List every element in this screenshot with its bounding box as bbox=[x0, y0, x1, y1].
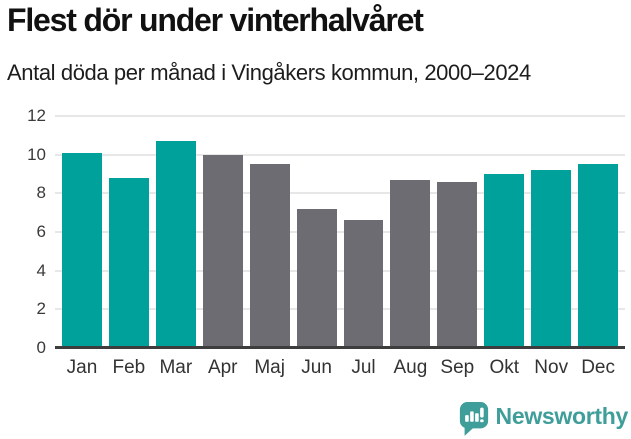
gridline-12 bbox=[55, 115, 625, 117]
bar-nov bbox=[531, 170, 572, 348]
gridline-8 bbox=[55, 192, 625, 195]
x-label-dec: Dec bbox=[581, 357, 615, 378]
bar-jan bbox=[62, 152, 102, 348]
x-label-sep: Sep bbox=[440, 357, 475, 378]
bar-aug bbox=[390, 179, 431, 348]
x-label-jun: Jun bbox=[301, 357, 332, 378]
gridlines bbox=[55, 115, 625, 348]
bar-sep bbox=[437, 181, 478, 348]
bar-mar bbox=[155, 141, 196, 348]
x-label-jul: Jul bbox=[351, 357, 376, 378]
bar-jun bbox=[296, 208, 337, 348]
x-label-jan: Jan bbox=[66, 357, 98, 378]
x-label-nov: Nov bbox=[534, 357, 569, 378]
y-tick-label-10: 10 bbox=[27, 144, 46, 164]
newsworthy-logo-icon bbox=[459, 402, 488, 436]
x-label-okt: Okt bbox=[489, 357, 520, 378]
y-tick-label-6: 6 bbox=[36, 222, 46, 241]
gridline-2 bbox=[55, 308, 625, 311]
x-label-feb: Feb bbox=[112, 357, 146, 378]
brand-footer: Newsworthy bbox=[458, 399, 628, 437]
x-axis-labels: Jan Feb Mar Apr Maj Jun Jul Aug Sep Okt Nov Dec bbox=[55, 357, 625, 379]
y-tick-label-0: 0 bbox=[36, 338, 46, 357]
bar-feb bbox=[108, 177, 149, 348]
bar-okt bbox=[484, 174, 525, 348]
bar-dec bbox=[578, 164, 619, 348]
x-label-apr: Apr bbox=[207, 357, 238, 378]
bar-maj bbox=[249, 164, 290, 348]
x-axis-line bbox=[55, 345, 625, 349]
y-axis-tick-labels: 0 2 4 6 8 10 12 bbox=[0, 107, 46, 357]
gridline-4 bbox=[55, 269, 625, 272]
y-tick-label-2: 2 bbox=[36, 299, 46, 319]
x-label-aug: Aug bbox=[393, 357, 428, 378]
chart-subtitle: Antal döda per månad i Vingåkers kommun,… bbox=[7, 60, 531, 85]
x-label-mar: Mar bbox=[159, 357, 193, 378]
chart-title: Flest dör under vinterhalvåret bbox=[7, 2, 424, 38]
gridline-10 bbox=[55, 153, 625, 156]
bar-series bbox=[55, 116, 625, 348]
gridline-6 bbox=[55, 231, 625, 233]
bar-apr bbox=[202, 154, 243, 348]
x-label-maj: Maj bbox=[254, 357, 285, 378]
y-tick-label-4: 4 bbox=[36, 260, 46, 280]
brand-name: Newsworthy bbox=[495, 402, 629, 429]
y-tick-label-8: 8 bbox=[36, 183, 46, 203]
bar-jul bbox=[343, 220, 384, 348]
y-tick-label-12: 12 bbox=[27, 106, 46, 125]
